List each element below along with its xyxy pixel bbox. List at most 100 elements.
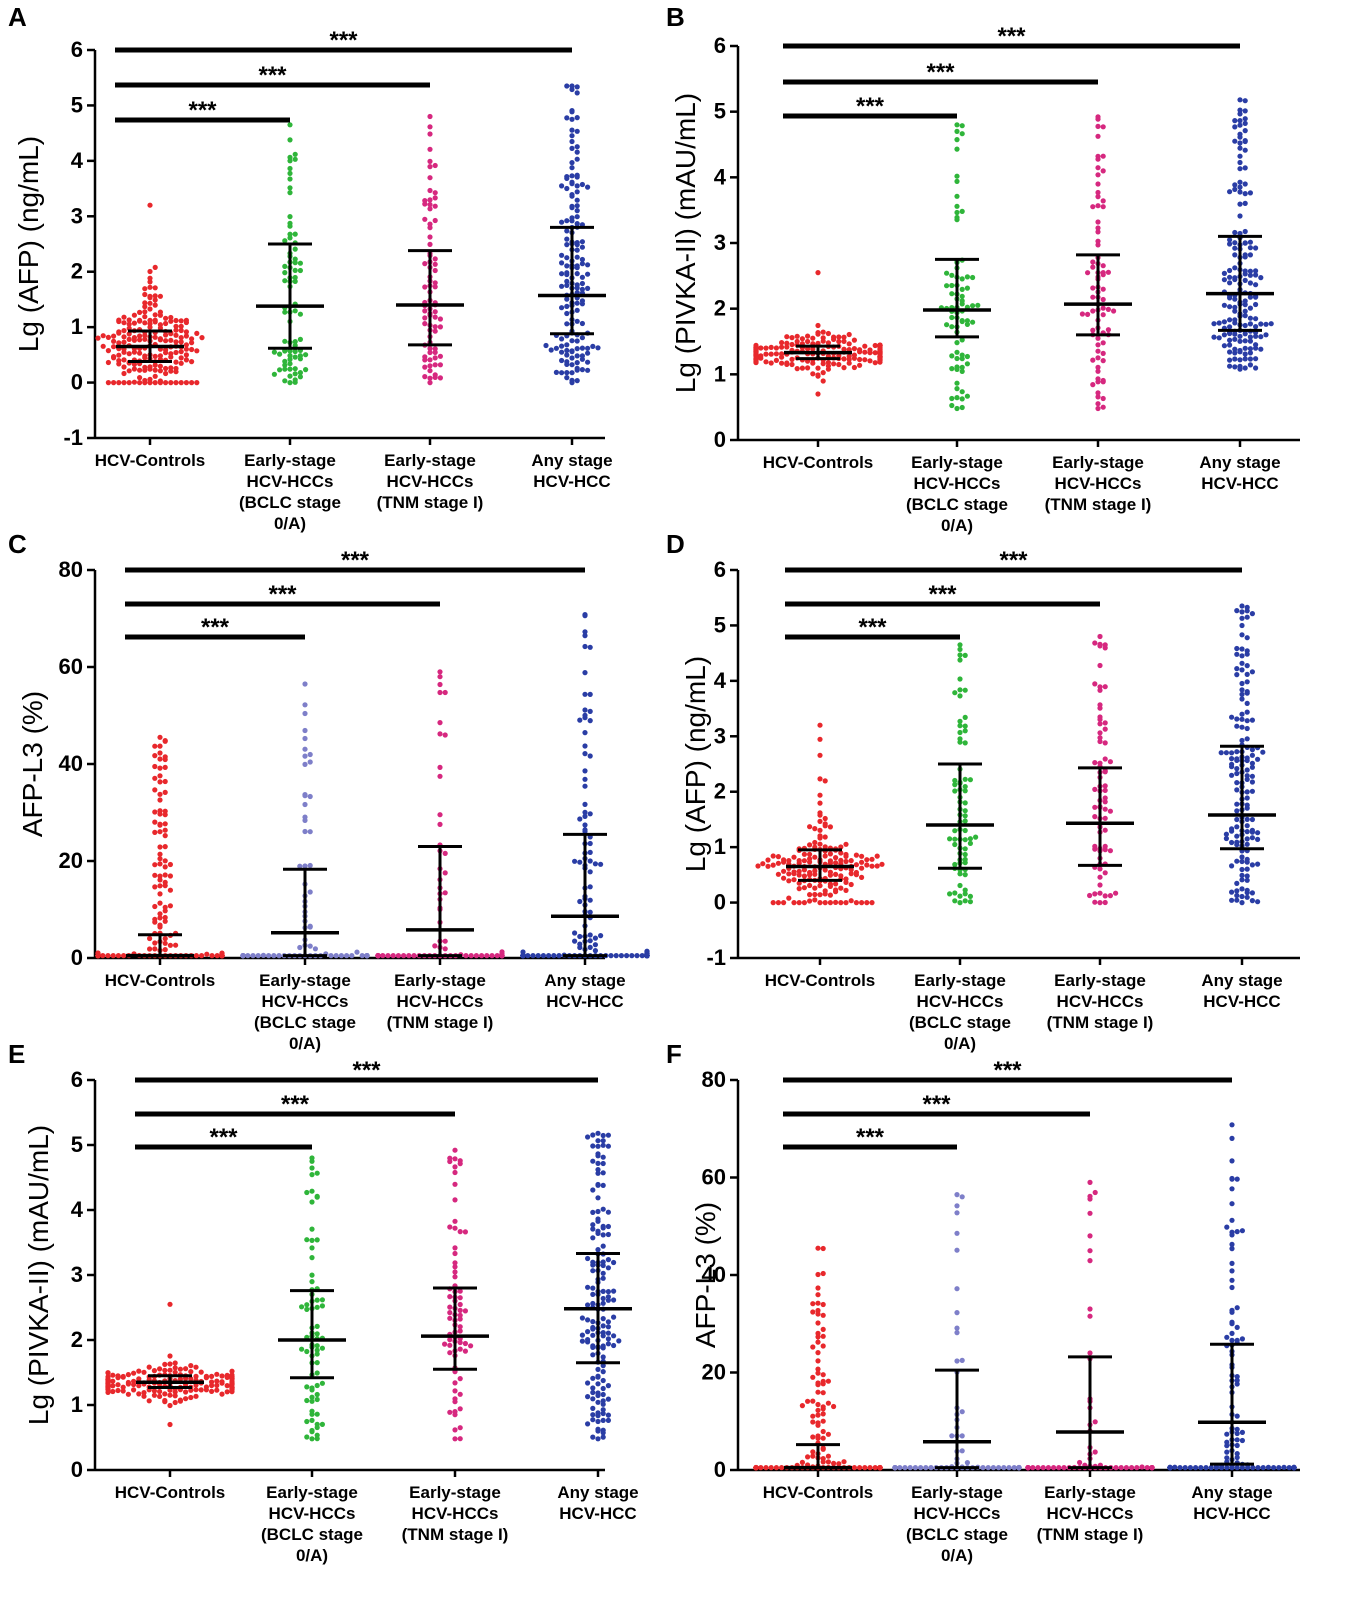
data-point — [1229, 1241, 1235, 1247]
data-point — [1237, 333, 1243, 339]
data-point — [810, 1398, 816, 1404]
data-point — [314, 1351, 320, 1357]
data-point — [189, 380, 195, 386]
data-point — [172, 1369, 178, 1375]
data-point — [1237, 145, 1243, 151]
y-tick-label: 40 — [702, 1262, 726, 1287]
data-point — [1227, 237, 1233, 243]
data-point — [827, 900, 834, 906]
data-point — [1237, 140, 1243, 146]
data-point — [553, 369, 560, 375]
data-point — [1232, 265, 1238, 271]
data-point — [302, 817, 308, 824]
data-point — [957, 693, 963, 699]
data-point — [833, 871, 839, 878]
data-point — [815, 1380, 821, 1386]
data-point — [1095, 194, 1101, 200]
data-point — [564, 347, 570, 354]
data-point — [831, 361, 837, 367]
data-point — [768, 360, 774, 366]
data-point — [618, 953, 625, 959]
data-point — [173, 317, 179, 324]
data-point — [1239, 716, 1245, 722]
data-point — [996, 1465, 1002, 1471]
data-point — [582, 783, 588, 789]
data-point — [168, 351, 174, 357]
data-point — [564, 83, 570, 89]
data-point — [817, 818, 823, 825]
data-point — [1239, 603, 1245, 609]
data-point — [1242, 240, 1248, 246]
data-point — [359, 953, 365, 959]
data-point — [1237, 97, 1243, 103]
data-point — [954, 214, 960, 221]
data-point — [838, 844, 844, 850]
data-point — [110, 1372, 116, 1378]
data-point — [582, 822, 588, 828]
data-point — [582, 712, 588, 718]
data-point — [157, 765, 163, 771]
data-point — [457, 1346, 463, 1352]
y-tick-label: 1 — [71, 1392, 83, 1417]
data-point — [1097, 714, 1103, 720]
y-axis-title: Lg (AFP) (ng/mL) — [13, 136, 44, 352]
data-point — [1239, 877, 1245, 883]
y-tick-label: 4 — [71, 1197, 84, 1222]
data-point — [569, 173, 575, 179]
data-point — [142, 355, 148, 361]
data-point — [297, 370, 303, 376]
data-point — [151, 1392, 157, 1398]
data-point — [1244, 604, 1250, 611]
data-point — [1100, 198, 1106, 204]
data-point — [110, 953, 116, 959]
data-point — [564, 242, 570, 248]
y-tick-label: 5 — [71, 92, 83, 117]
data-point — [297, 336, 303, 342]
data-point — [807, 869, 813, 876]
data-point — [120, 1388, 126, 1394]
data-point — [1232, 364, 1238, 370]
data-point — [820, 1406, 826, 1412]
data-point — [193, 953, 199, 959]
data-point — [959, 337, 965, 343]
data-point — [962, 687, 968, 693]
data-point — [817, 722, 823, 728]
data-point — [820, 1343, 826, 1349]
data-point — [587, 644, 593, 650]
data-point — [817, 883, 823, 889]
data-point — [452, 1260, 458, 1266]
data-point — [1244, 709, 1250, 715]
data-point — [452, 1427, 458, 1433]
data-point — [224, 1383, 230, 1389]
data-point — [162, 778, 168, 785]
panel-b: BLg (PIVKA-II) (mAU/mL)0123456HCV-Contro… — [666, 2, 1300, 535]
data-point — [1232, 138, 1238, 144]
data-point — [869, 856, 875, 862]
data-point — [457, 1229, 463, 1235]
data-point — [959, 1194, 965, 1200]
data-point — [559, 357, 565, 364]
data-point — [827, 858, 834, 864]
data-point — [432, 324, 438, 330]
data-point — [815, 1407, 821, 1413]
x-category-label-line: 0/A) — [941, 1546, 973, 1565]
data-point — [167, 861, 173, 868]
data-point — [292, 256, 298, 262]
data-point — [957, 900, 963, 906]
data-point — [271, 349, 277, 355]
data-point — [579, 353, 586, 359]
data-point — [952, 777, 958, 784]
data-point — [157, 822, 163, 828]
data-point — [564, 278, 570, 284]
data-point — [954, 1230, 960, 1236]
x-category-label-line: HCV-HCCs — [269, 1504, 356, 1523]
data-point — [309, 1436, 315, 1442]
data-point — [812, 826, 818, 832]
data-point — [954, 386, 960, 392]
data-point — [1090, 264, 1096, 270]
data-point — [432, 267, 438, 274]
x-category-label-line: Early-stage — [1054, 971, 1146, 990]
y-tick-label: 4 — [71, 148, 84, 173]
x-category-label-line: (TNM stage I) — [1047, 1013, 1154, 1032]
data-point — [447, 1315, 453, 1321]
